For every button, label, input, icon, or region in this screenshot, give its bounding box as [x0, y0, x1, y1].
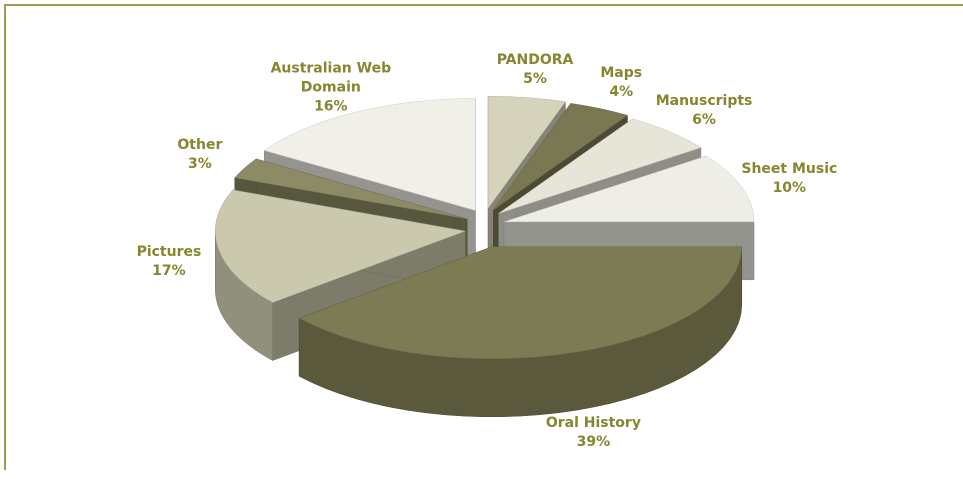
slice	[298, 246, 743, 360]
slice-label: Other 3%	[177, 136, 222, 174]
label-value: 5%	[523, 70, 547, 87]
slice-label: Maps 4%	[600, 64, 642, 102]
label-name: Sheet Music	[741, 160, 838, 177]
slice-label: Sheet Music 10%	[741, 160, 837, 198]
slice	[263, 98, 476, 211]
label-name: Other	[177, 137, 223, 154]
label-name: Oral History	[545, 415, 641, 432]
frame	[4, 4, 963, 470]
slice	[498, 118, 702, 214]
slice-label: PANDORA 5%	[497, 51, 574, 89]
label-value: 10%	[772, 179, 807, 196]
slice	[503, 155, 755, 223]
label-name: Manuscripts	[655, 93, 753, 110]
slice	[493, 103, 629, 211]
label-name: Pictures	[136, 244, 202, 261]
slice	[234, 158, 468, 220]
label-value: 16%	[314, 98, 348, 115]
label-name: Maps	[600, 65, 643, 82]
label-value: 6%	[692, 112, 716, 129]
slice	[215, 189, 467, 303]
slice-label: Oral History 39%	[546, 414, 641, 452]
label-value: 4%	[609, 84, 634, 101]
label-value: 39%	[576, 434, 611, 451]
slice-label: Australian Web Domain 16%	[266, 59, 396, 116]
slice	[487, 95, 566, 210]
label-value: 17%	[152, 263, 186, 280]
label-name: Australian Web Domain	[270, 60, 392, 96]
label-name: PANDORA	[496, 51, 574, 68]
slice-label: Pictures 17%	[137, 243, 202, 281]
label-value: 3%	[187, 156, 212, 173]
slice-label: Manuscripts 6%	[656, 92, 753, 130]
